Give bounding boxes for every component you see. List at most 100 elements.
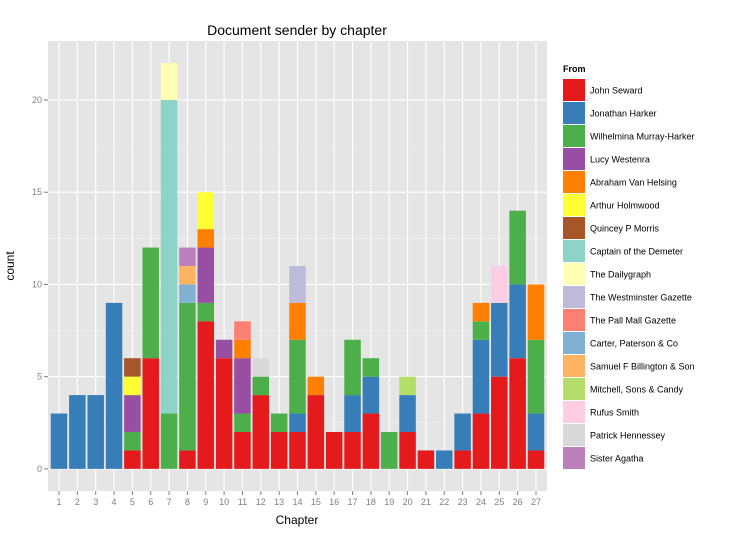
legend-key — [563, 194, 585, 216]
bar-segment — [344, 339, 361, 396]
bar-segment — [509, 358, 526, 469]
x-tick-label: 27 — [531, 497, 541, 507]
bar-segment — [197, 247, 215, 303]
bar-segment — [509, 284, 526, 359]
bar-segment — [491, 376, 508, 469]
x-tick-label: 2 — [75, 497, 80, 507]
bar-segment — [197, 302, 215, 322]
bar-segment — [472, 413, 490, 469]
bar-segment — [234, 321, 251, 340]
bar-segment — [252, 395, 270, 469]
bar-segment — [509, 210, 526, 285]
bar-segment — [527, 413, 545, 451]
chart-title: Document sender by chapter — [207, 22, 387, 38]
bar-segment — [325, 431, 343, 469]
legend-label: Quincey P Morris — [590, 224, 659, 234]
y-tick-label: 5 — [37, 372, 42, 382]
bar-segment — [179, 302, 196, 451]
legend-key — [563, 447, 585, 469]
bar-segment — [124, 431, 141, 451]
legend-label: Jonathan Harker — [590, 109, 657, 119]
legend-label: Lucy Westenra — [590, 155, 650, 165]
bar-segment — [234, 339, 251, 359]
x-tick-label: 1 — [56, 497, 61, 507]
x-tick-label: 25 — [494, 497, 504, 507]
bar-segment — [454, 450, 471, 469]
bar-segment — [270, 431, 288, 469]
bar-segment — [399, 431, 416, 469]
bar-segment — [289, 302, 306, 340]
bar-segment — [527, 339, 545, 414]
bar-segment — [491, 302, 508, 377]
bar-segment — [472, 339, 490, 414]
legend-key — [563, 378, 585, 400]
legend-key — [563, 102, 585, 124]
bar-segment — [179, 450, 196, 469]
legend-key — [563, 309, 585, 331]
bar-segment — [142, 358, 159, 469]
bar-segment — [289, 413, 306, 432]
legend-label: Patrick Hennessey — [590, 431, 666, 441]
bar-segment — [179, 284, 196, 303]
bar-segment — [124, 395, 141, 432]
x-tick-label: 23 — [458, 497, 468, 507]
legend-key — [563, 79, 585, 101]
bar-segment — [454, 413, 471, 451]
bar-segment — [197, 229, 215, 248]
bar-segment — [362, 413, 380, 469]
legend-key — [563, 332, 585, 354]
bar-segment — [197, 321, 215, 469]
x-tick-label: 13 — [274, 497, 284, 507]
legend-label: Carter, Paterson & Co — [590, 339, 678, 349]
x-tick-label: 5 — [130, 497, 135, 507]
bar-segment — [179, 266, 196, 285]
legend: From John Seward Jonathan Harker Wilhelmin… — [563, 64, 695, 469]
x-tick-label: 24 — [476, 497, 486, 507]
y-axis: 0 5 10 15 20 — [32, 95, 48, 474]
bar-segment — [289, 339, 306, 414]
x-tick-label: 18 — [366, 497, 376, 507]
x-tick-label: 6 — [148, 497, 153, 507]
bar-segment — [215, 358, 233, 469]
bar-segment — [527, 284, 545, 340]
bar-segment — [307, 395, 325, 469]
bar-segment — [270, 413, 288, 432]
y-tick-label: 10 — [32, 279, 42, 289]
legend-label: Sister Agatha — [590, 454, 644, 464]
bar-segment — [160, 413, 178, 469]
legend-key — [563, 125, 585, 147]
y-tick-label: 20 — [32, 95, 42, 105]
legend-label: Arthur Holmwood — [590, 201, 660, 211]
bar-segment — [234, 358, 251, 414]
bar-segment — [234, 413, 251, 432]
bar-segment — [160, 100, 178, 414]
y-tick-label: 15 — [32, 187, 42, 197]
legend-label: The Westminster Gazette — [590, 293, 692, 303]
x-tick-label: 15 — [311, 497, 321, 507]
bar-segment — [160, 63, 178, 101]
x-tick-label: 11 — [238, 497, 247, 507]
legend-key — [563, 355, 585, 377]
bar-segment — [307, 376, 325, 396]
bar-segment — [417, 450, 435, 469]
bar-segment — [344, 395, 361, 432]
bar-segment — [197, 192, 215, 230]
bar-segment — [179, 247, 196, 266]
bar-segment — [215, 339, 233, 359]
bar-segment — [142, 247, 159, 359]
bar-segment — [87, 395, 104, 469]
x-tick-label: 21 — [421, 497, 431, 507]
x-tick-label: 20 — [403, 497, 413, 507]
bar-segment — [472, 321, 490, 340]
bar-segment — [362, 358, 380, 377]
bar-segment — [234, 431, 251, 469]
bar-segment — [472, 302, 490, 322]
bar-segment — [491, 266, 508, 303]
bar-segment — [105, 302, 123, 469]
legend-label: Wilhelmina Murray-Harker — [590, 132, 695, 142]
legend-label: John Seward — [590, 86, 643, 96]
x-tick-label: 22 — [439, 497, 449, 507]
bar-segment — [289, 266, 306, 303]
x-tick-label: 10 — [219, 497, 229, 507]
